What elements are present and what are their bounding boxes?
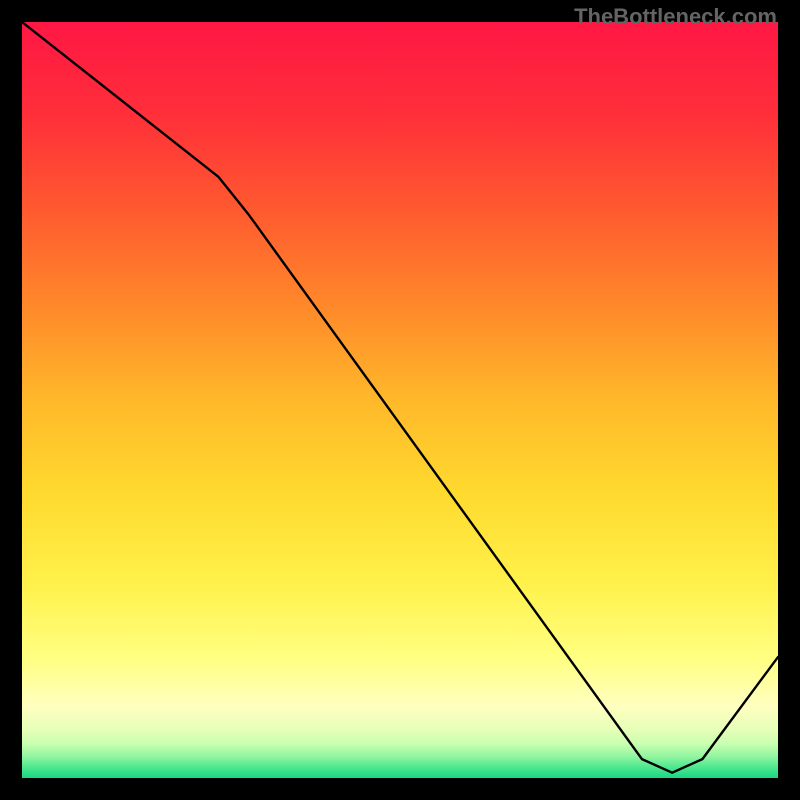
- chart-container: TheBottleneck.com: [0, 0, 800, 800]
- bottleneck-curve: [22, 22, 778, 773]
- watermark-text: TheBottleneck.com: [574, 4, 777, 30]
- plot-area: [22, 22, 778, 778]
- chart-svg: [22, 22, 778, 778]
